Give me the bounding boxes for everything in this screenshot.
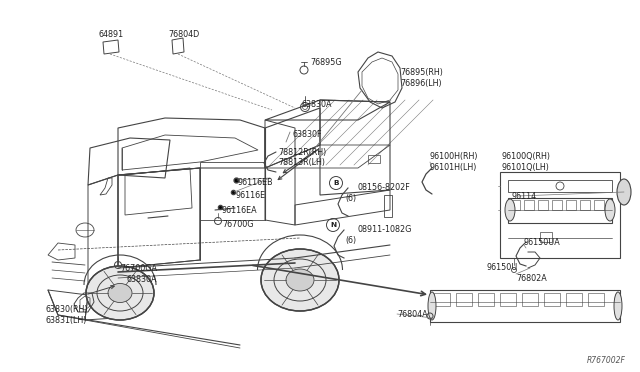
Bar bbox=[566, 200, 576, 210]
Ellipse shape bbox=[614, 292, 622, 320]
Bar bbox=[456, 293, 472, 306]
Text: (6): (6) bbox=[345, 236, 356, 245]
Bar bbox=[384, 195, 392, 217]
Ellipse shape bbox=[286, 269, 314, 291]
Ellipse shape bbox=[86, 266, 154, 320]
Bar bbox=[580, 200, 590, 210]
Ellipse shape bbox=[261, 249, 339, 311]
Bar bbox=[508, 180, 612, 192]
Bar bbox=[524, 200, 534, 210]
Ellipse shape bbox=[108, 283, 132, 302]
Text: 76700GA: 76700GA bbox=[120, 264, 157, 273]
Text: 96100Q(RH): 96100Q(RH) bbox=[502, 152, 551, 161]
Text: 96150U: 96150U bbox=[487, 263, 518, 272]
Text: 64891: 64891 bbox=[98, 30, 123, 39]
Text: 96101Q(LH): 96101Q(LH) bbox=[502, 163, 550, 172]
Bar bbox=[434, 293, 450, 306]
Text: 76802A: 76802A bbox=[516, 274, 547, 283]
Text: 78812R(RH): 78812R(RH) bbox=[278, 148, 326, 157]
Ellipse shape bbox=[505, 199, 515, 221]
Bar bbox=[500, 293, 516, 306]
Text: 76804A: 76804A bbox=[397, 310, 428, 319]
Text: 08156-8202F: 08156-8202F bbox=[358, 183, 411, 192]
Text: 96116EB: 96116EB bbox=[238, 178, 274, 187]
Bar bbox=[368, 155, 380, 163]
Text: 96116E: 96116E bbox=[235, 191, 265, 200]
Bar bbox=[478, 293, 494, 306]
Text: R767002F: R767002F bbox=[587, 356, 626, 365]
Text: 96100H(RH): 96100H(RH) bbox=[430, 152, 479, 161]
Text: 08911-1082G: 08911-1082G bbox=[358, 225, 412, 234]
Text: 96114: 96114 bbox=[512, 192, 537, 201]
Bar bbox=[508, 198, 612, 223]
Bar bbox=[552, 200, 562, 210]
Text: 63830A: 63830A bbox=[126, 275, 157, 284]
Text: (6): (6) bbox=[345, 194, 356, 203]
Ellipse shape bbox=[605, 199, 615, 221]
Text: 96116EA: 96116EA bbox=[222, 206, 258, 215]
Bar bbox=[540, 232, 552, 242]
Bar bbox=[594, 200, 604, 210]
Bar bbox=[538, 200, 548, 210]
Text: 76895(RH): 76895(RH) bbox=[400, 68, 443, 77]
Text: 96150UA: 96150UA bbox=[524, 238, 561, 247]
Text: 96101H(LH): 96101H(LH) bbox=[430, 163, 477, 172]
Bar bbox=[430, 290, 620, 322]
Ellipse shape bbox=[428, 292, 436, 320]
Text: 63830A: 63830A bbox=[302, 100, 333, 109]
Text: B: B bbox=[333, 180, 339, 186]
Text: 76896(LH): 76896(LH) bbox=[400, 79, 442, 88]
Text: 63830F: 63830F bbox=[293, 130, 323, 139]
Bar bbox=[544, 293, 560, 306]
Ellipse shape bbox=[617, 179, 631, 205]
Bar bbox=[588, 293, 604, 306]
Text: 76804D: 76804D bbox=[168, 30, 199, 39]
Bar bbox=[510, 200, 520, 210]
Text: 78813R(LH): 78813R(LH) bbox=[278, 158, 325, 167]
Bar bbox=[522, 293, 538, 306]
Text: N: N bbox=[330, 222, 336, 228]
Bar bbox=[566, 293, 582, 306]
Text: 76895G: 76895G bbox=[310, 58, 342, 67]
Text: 63830(RH): 63830(RH) bbox=[45, 305, 88, 314]
Text: 63831(LH): 63831(LH) bbox=[45, 316, 86, 325]
Text: 76700G: 76700G bbox=[222, 220, 253, 229]
